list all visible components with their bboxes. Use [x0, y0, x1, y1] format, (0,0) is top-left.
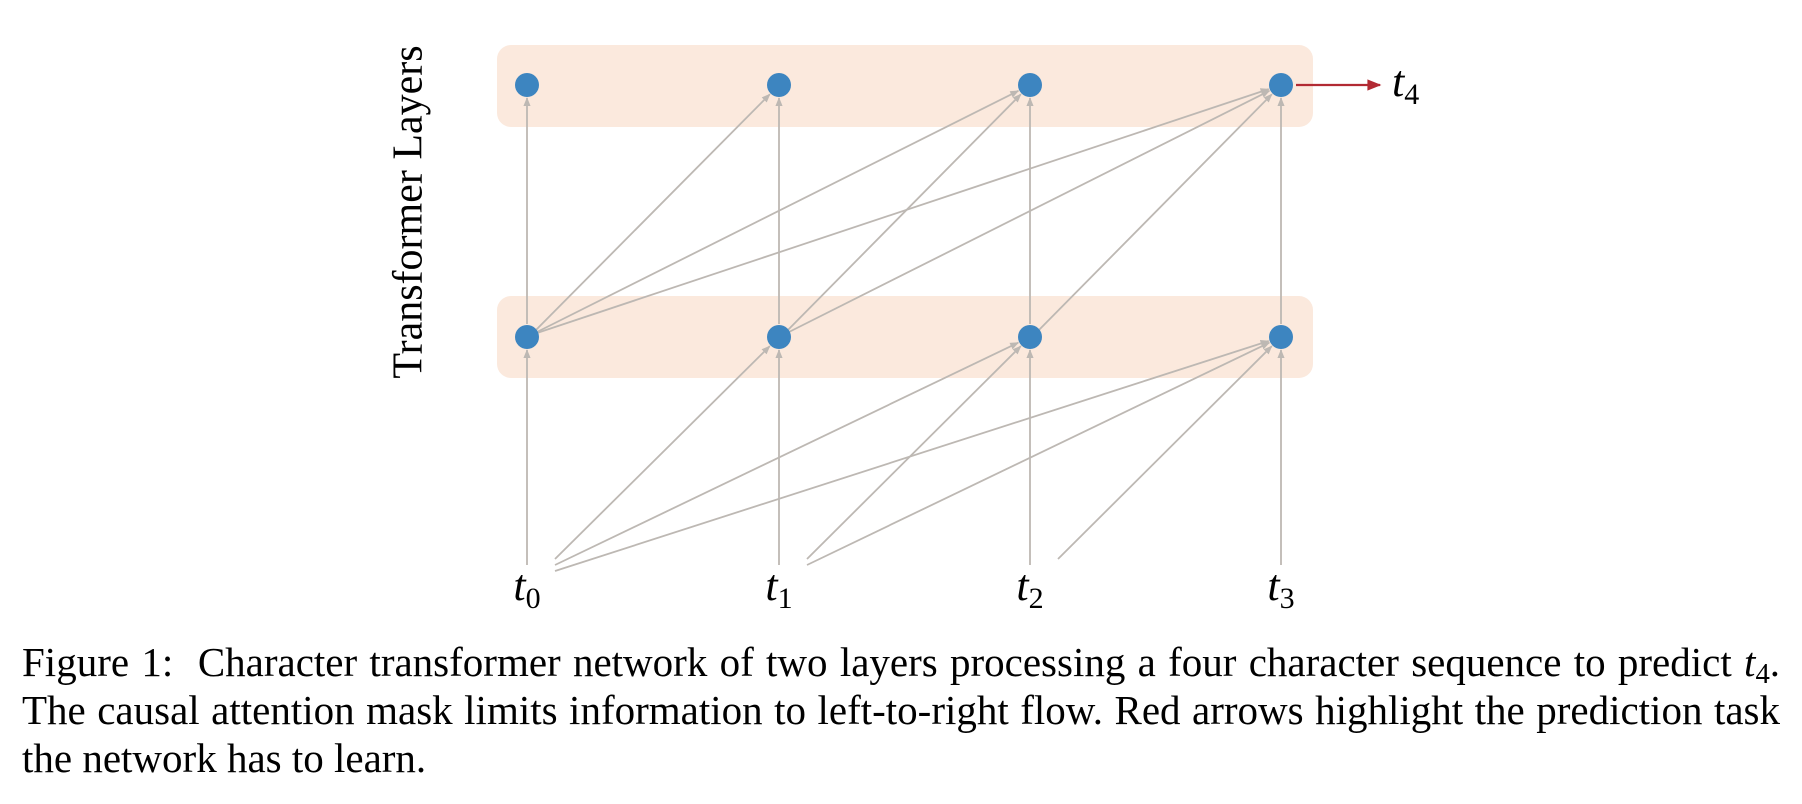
edge-input-1-to-l1-3	[806, 341, 1271, 566]
edge-l1-0-to-l2-1	[530, 93, 771, 336]
node-layer2-0	[515, 73, 539, 97]
edge-input-0-to-l1-2	[554, 341, 1020, 566]
caption-predict-sub: 4	[1755, 658, 1770, 691]
node-layer1-2	[1018, 325, 1042, 349]
edge-l1-1-to-l2-2	[782, 93, 1022, 336]
node-layer2-2	[1018, 73, 1042, 97]
transformer-diagram: Transformer Layers t0 t1 t2 t3 t4	[386, 45, 1419, 615]
input-token-t0: t0	[513, 561, 540, 615]
edge-l1-1-to-l2-3	[782, 90, 1271, 336]
layer-nodes	[515, 73, 1293, 349]
node-layer1-3	[1269, 325, 1293, 349]
caption-part2: . The causal attention mask limits infor…	[22, 639, 1781, 781]
input-token-t2: t2	[1016, 561, 1043, 615]
node-layer2-3	[1269, 73, 1293, 97]
edge-l1-0-to-l2-3	[530, 88, 1270, 336]
node-layer1-0	[515, 325, 539, 349]
edge-input-2-to-l1-3	[1057, 345, 1273, 560]
axis-label: Transformer Layers	[386, 45, 432, 378]
figure-caption: Figure 1: Character transformer network …	[22, 638, 1780, 782]
attention-edges	[523, 88, 1285, 572]
edge-l1-2-to-l2-3	[1033, 93, 1273, 336]
output-token-t4: t4	[1392, 57, 1419, 111]
edge-input-1-to-l1-2	[806, 345, 1022, 560]
node-layer2-1	[767, 73, 791, 97]
caption-predict-sym: t	[1744, 639, 1756, 685]
layer-band-top	[497, 45, 1313, 127]
edge-l1-0-to-l2-2	[530, 90, 1020, 336]
caption-label: Figure 1:	[22, 639, 174, 685]
input-token-t3: t3	[1267, 561, 1294, 615]
caption-part1: Character transformer network of two lay…	[197, 639, 1732, 685]
edge-input-0-to-l1-3	[554, 340, 1270, 572]
node-layer1-1	[767, 325, 791, 349]
edge-input-0-to-l1-1	[554, 345, 771, 560]
layer-band-bottom	[497, 296, 1313, 378]
input-token-t1: t1	[765, 561, 792, 615]
